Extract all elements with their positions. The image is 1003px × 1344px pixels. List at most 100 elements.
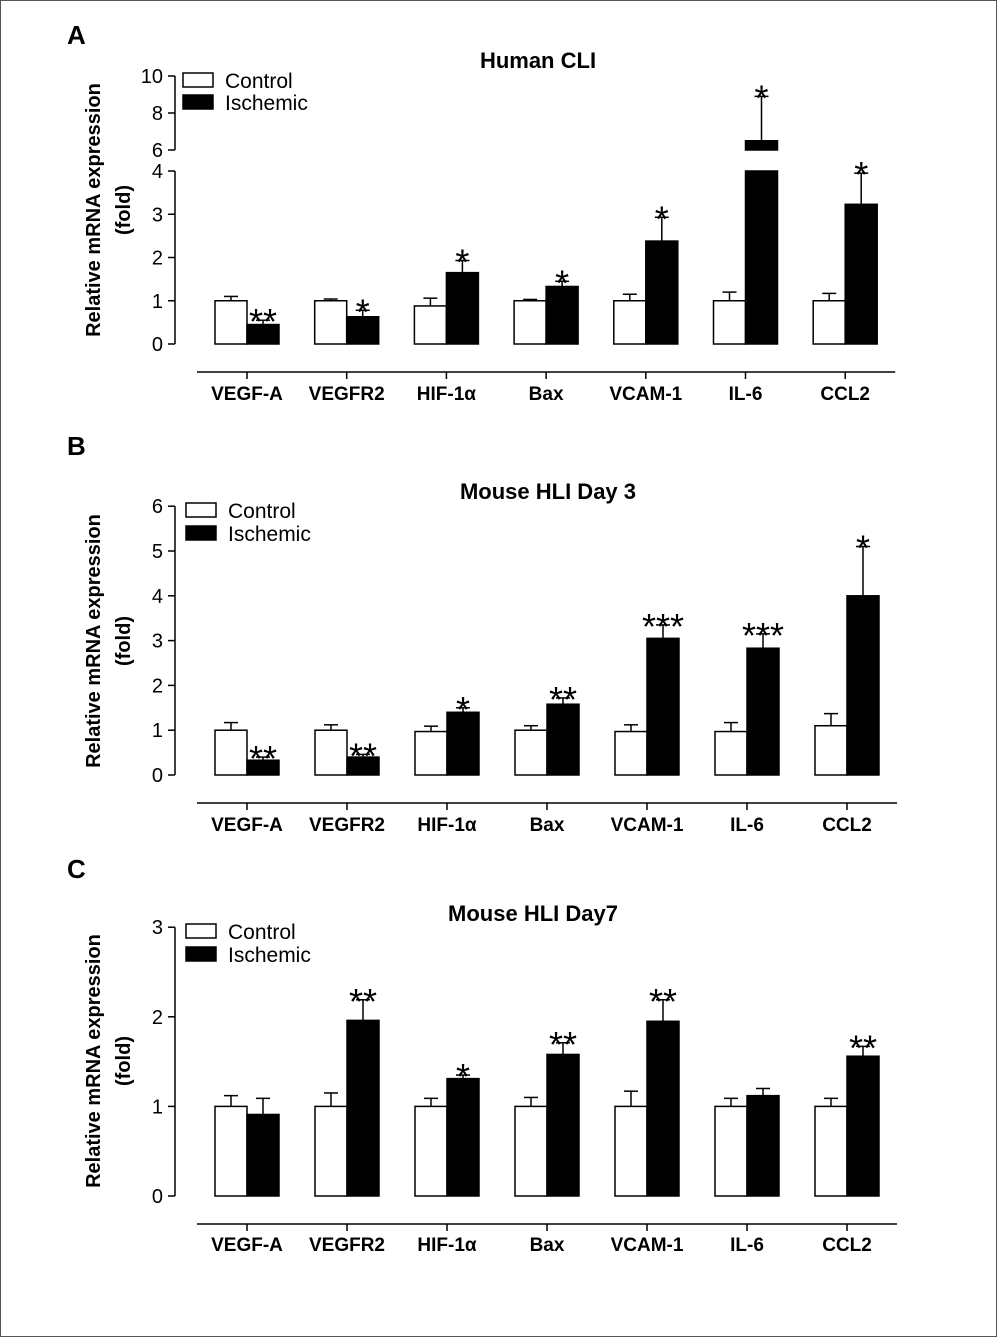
bar-ischemic (646, 1020, 680, 1197)
x-tick-label: VCAM-1 (609, 384, 682, 405)
bar-ischemic (646, 637, 680, 776)
chart-title: Mouse HLI Day7 (448, 901, 618, 926)
bar-ischemic (546, 703, 580, 776)
bar-ischemic (446, 711, 480, 776)
bar-ischemic (546, 1053, 580, 1197)
y-tick-label: 4 (152, 586, 163, 608)
y-tick-label: 10 (141, 66, 163, 88)
y-tick-label: 1 (152, 291, 163, 313)
x-tick-label: IL-6 (730, 815, 764, 836)
panel-label: A (67, 20, 86, 50)
y-tick-label: 0 (152, 1186, 163, 1208)
bar-control (613, 300, 647, 345)
bar-control (814, 1105, 848, 1197)
bar-ischemic (645, 240, 679, 345)
bar-control (714, 730, 748, 776)
legend-swatch-ischemic (185, 946, 217, 962)
significance-marker: * (456, 689, 470, 730)
x-tick-label: CCL2 (822, 815, 872, 836)
chart-title: Human CLI (480, 48, 596, 73)
plot-area: 0 1 2 3 VEGF-A VEGFR2 ** HIF-1α * Bax ** VCAM-1 ** IL… (152, 917, 897, 1256)
x-tick-label: IL-6 (730, 1235, 764, 1256)
y-tick-label: 6 (152, 496, 163, 518)
significance-marker: * (854, 154, 868, 195)
y-axis-label-line1: Relative mRNA expression (83, 83, 105, 337)
bar-control (414, 1105, 448, 1197)
legend-label-control: Control (225, 70, 293, 93)
x-tick-label: HIF-1α (417, 1235, 477, 1256)
panel-b: B Mouse HLI Day 3 Relative mRNA expressi… (67, 431, 897, 836)
legend-label-ischemic: Ischemic (225, 92, 308, 115)
significance-marker: ** (549, 1024, 577, 1065)
y-axis-label-line2: (fold) (113, 616, 135, 666)
bar-ischemic-upper-segment (744, 140, 779, 151)
x-tick-label: IL-6 (729, 384, 763, 405)
bar-control (514, 1105, 548, 1197)
legend-swatch-control (185, 923, 217, 939)
panel-c: C Mouse HLI Day7 Relative mRNA expressio… (67, 854, 897, 1256)
significance-marker: * (754, 77, 768, 118)
bar-control (214, 729, 248, 776)
x-tick-label: CCL2 (822, 1235, 872, 1256)
significance-marker: * (356, 291, 370, 332)
significance-marker: * (655, 198, 669, 239)
plot-area: 0 1 2 3 4 5 6 VEGF-A ** VEGFR2 ** HIF-1α * Bax ** VCAM-… (152, 496, 897, 836)
x-tick-label: Bax (530, 815, 565, 836)
legend-swatch-ischemic (182, 94, 214, 110)
bar-control (712, 300, 747, 345)
bar-control (313, 300, 348, 345)
x-tick-label: VEGFR2 (309, 1235, 385, 1256)
legend-label-ischemic: Ischemic (228, 523, 311, 546)
bar-control (714, 1105, 748, 1197)
x-tick-label: HIF-1α (417, 815, 477, 836)
bar-ischemic (345, 316, 380, 345)
bar-control (812, 300, 846, 345)
bar-control (314, 1105, 348, 1197)
bar-control (513, 300, 547, 345)
y-tick-label: 1 (152, 720, 163, 742)
x-tick-label: VEGFR2 (309, 815, 385, 836)
bar-ischemic (844, 203, 878, 345)
legend-swatch-control (185, 502, 217, 518)
x-tick-label: VEGF-A (211, 1235, 283, 1256)
y-axis-label-line2: (fold) (113, 185, 135, 235)
bar-control (413, 305, 448, 345)
y-tick-label: 3 (152, 631, 163, 653)
significance-marker: * (856, 528, 870, 569)
significance-marker: *** (642, 606, 684, 647)
bar-control (214, 1105, 248, 1197)
bar-control (314, 729, 348, 776)
y-tick-label: 5 (152, 541, 163, 563)
chart-title: Mouse HLI Day 3 (460, 479, 636, 504)
x-tick-label: Bax (529, 384, 564, 405)
y-tick-label: 0 (152, 334, 163, 356)
significance-marker: *** (742, 615, 784, 656)
bar-control (614, 1105, 648, 1197)
significance-marker: ** (849, 1027, 877, 1068)
bar-control (614, 730, 648, 776)
bar-ischemic (246, 1113, 280, 1197)
bar-ischemic (346, 756, 380, 776)
panel-label: C (67, 854, 86, 884)
bar-control (414, 730, 448, 776)
x-tick-label: CCL2 (820, 384, 870, 405)
x-tick-label: VEGFR2 (309, 384, 385, 405)
y-axis-label-line1: Relative mRNA expression (83, 934, 105, 1188)
legend-label-control: Control (228, 921, 296, 944)
y-tick-label: 4 (152, 161, 163, 183)
legend-label-control: Control (228, 500, 296, 523)
significance-marker: ** (249, 738, 277, 779)
legend-label-ischemic: Ischemic (228, 944, 311, 967)
bar-ischemic (744, 170, 779, 345)
y-axis-label-line2: (fold) (113, 1036, 135, 1086)
y-axis-label-line1: Relative mRNA expression (83, 514, 105, 768)
legend-swatch-control (182, 72, 214, 88)
x-tick-label: HIF-1α (417, 384, 477, 405)
bar-control (214, 300, 248, 345)
x-tick-label: Bax (530, 1235, 565, 1256)
significance-marker: * (455, 242, 469, 283)
bar-ischemic (746, 647, 780, 776)
x-tick-label: VCAM-1 (611, 1235, 684, 1256)
bar-control (514, 729, 548, 776)
